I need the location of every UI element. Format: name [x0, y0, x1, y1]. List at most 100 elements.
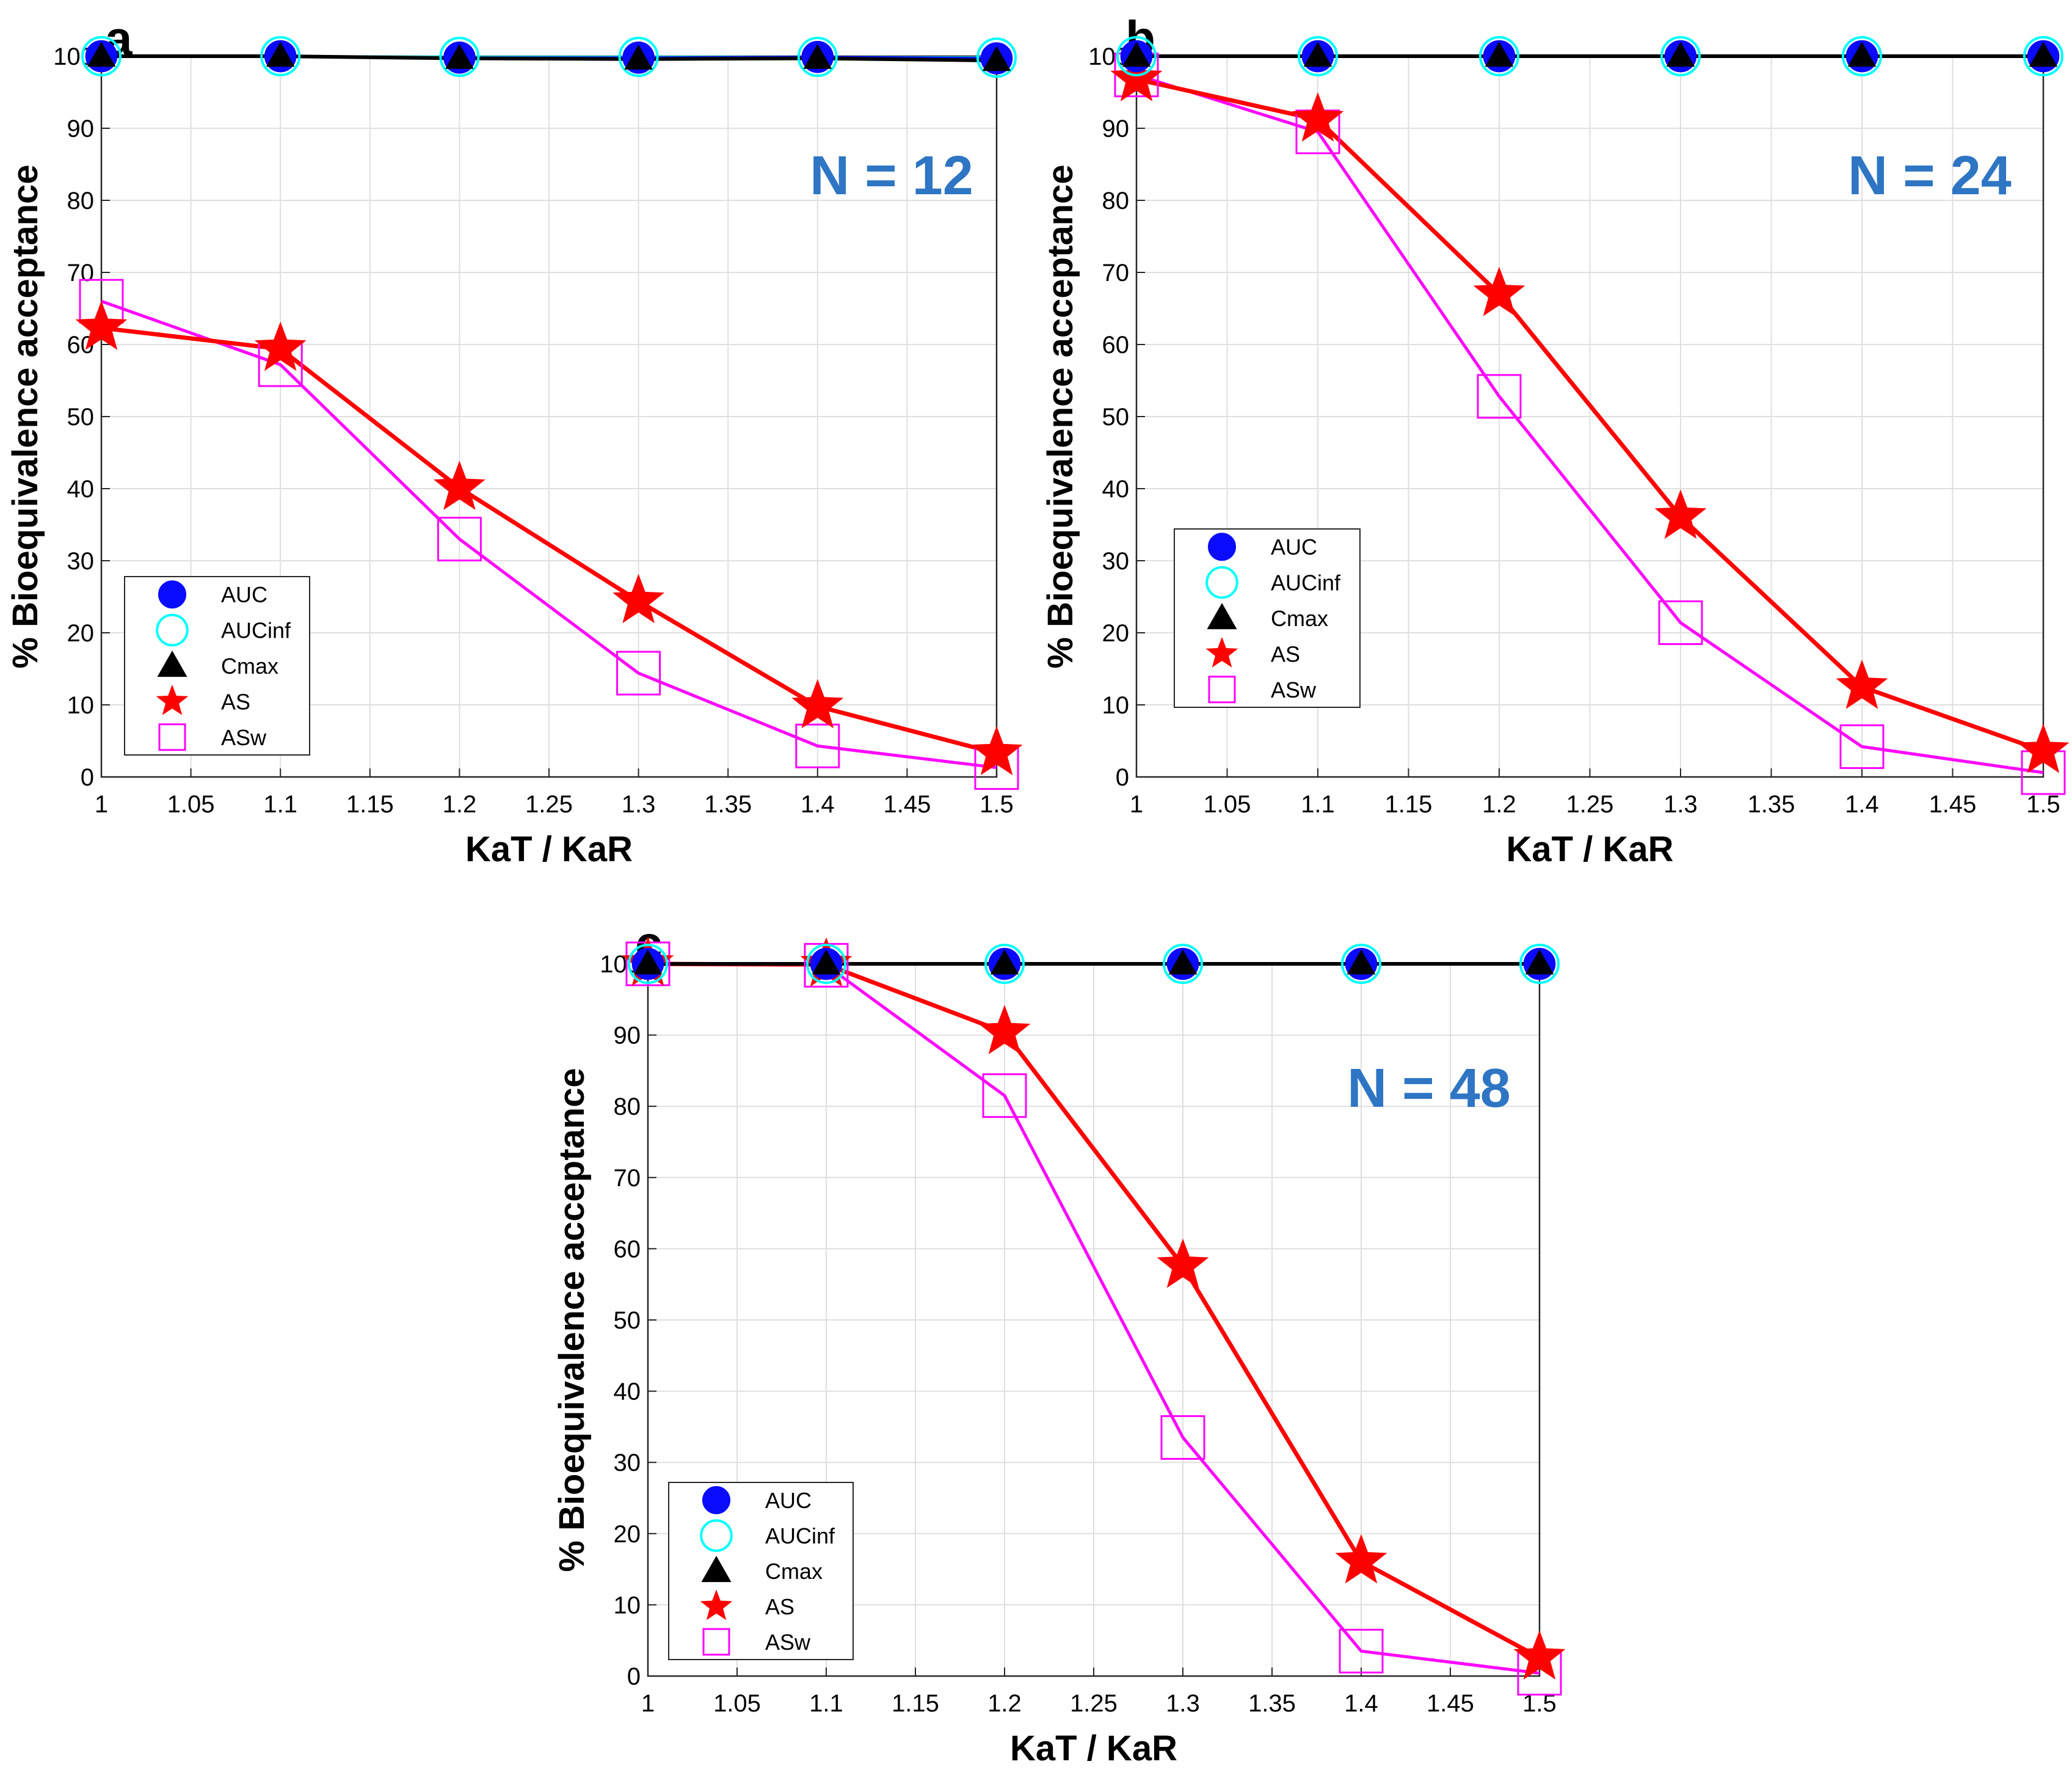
- marker-asw-4: [1839, 724, 1885, 769]
- marker-as-5: [1513, 1630, 1566, 1680]
- series-markers-aucinf: [628, 944, 1560, 984]
- x-tick-label: 1.2: [443, 791, 477, 818]
- x-tick-label: 1.1: [263, 791, 297, 818]
- x-tick-label: 1.15: [892, 1690, 939, 1717]
- marker-asw-3: [1658, 600, 1703, 645]
- marker-asw-3: [1160, 1415, 1205, 1460]
- series-markers-as: [75, 301, 1023, 776]
- x-tick-label: 1.35: [1248, 1690, 1296, 1717]
- marker-cmax-5: [2029, 42, 2058, 67]
- marker-cmax-3: [1666, 42, 1695, 67]
- series-line-asw: [1136, 73, 2044, 775]
- marker-legend-as-3: [1205, 636, 1238, 668]
- y-tick-label: 0: [627, 1663, 641, 1690]
- y-tick-label: 20: [67, 620, 95, 647]
- marker-as-1: [1292, 92, 1344, 142]
- marker-asw-3: [616, 651, 661, 696]
- marker-cmax-0: [87, 42, 116, 67]
- y-tick-label: 50: [614, 1307, 641, 1334]
- marker-aucinf-4: [1341, 944, 1381, 984]
- legend-label-cmax: Cmax: [765, 1559, 823, 1584]
- series-line-asw: [101, 299, 997, 770]
- marker-aucinf-0: [628, 944, 668, 984]
- x-tick-label: 1.1: [1301, 791, 1335, 818]
- x-tick-label: 1.45: [1427, 1690, 1474, 1717]
- sample-size-annotation: N = 48: [1347, 1058, 1511, 1119]
- marker-cmax-2: [1485, 42, 1514, 67]
- legend-box: [1174, 528, 1361, 708]
- y-tick-label: 50: [1102, 404, 1130, 431]
- x-tick-label: 1.4: [1845, 791, 1879, 818]
- y-tick-label: 0: [81, 764, 94, 791]
- marker-as-5: [970, 726, 1023, 776]
- series-line-as: [101, 326, 997, 756]
- marker-aucinf-4: [797, 37, 838, 78]
- marker-cmax-3: [624, 45, 653, 70]
- marker-legend-auc-0: [1208, 533, 1236, 561]
- y-tick-label: 40: [614, 1379, 641, 1405]
- marker-cmax-1: [266, 42, 295, 67]
- marker-as-4: [791, 679, 844, 729]
- legend-label-asw: ASw: [765, 1630, 811, 1655]
- y-tick-label: 10: [67, 692, 95, 719]
- marker-legend-as-3: [700, 1589, 733, 1620]
- series-line-cmax: [101, 54, 997, 63]
- marker-cmax-0: [633, 949, 663, 975]
- marker-cmax-4: [803, 43, 832, 69]
- x-tick-label: 1.2: [987, 1690, 1022, 1717]
- marker-aucinf-3: [1163, 944, 1203, 984]
- legend: AUC AUCinf Cmax AS ASw: [124, 576, 310, 756]
- y-tick-label: 90: [1102, 115, 1130, 142]
- x-tick-label: 1.15: [1385, 791, 1433, 818]
- y-tick-label: 80: [614, 1093, 641, 1120]
- marker-aucinf-2: [984, 944, 1025, 984]
- x-axis-label: KaT / KaR: [1010, 1729, 1177, 1768]
- sample-size-annotation: N = 12: [810, 145, 973, 206]
- x-tick-label: 1.4: [1344, 1690, 1378, 1717]
- x-tick-label: 1.5: [2026, 791, 2060, 818]
- marker-aucinf-2: [439, 37, 480, 78]
- marker-asw-4: [795, 723, 840, 768]
- legend: AUC AUCinf Cmax AS ASw: [1174, 528, 1361, 708]
- marker-legend-aucinf-1: [1205, 566, 1238, 599]
- marker-aucinf-5: [1519, 944, 1560, 984]
- marker-legend-as-3: [156, 684, 189, 715]
- x-tick-label: 1.45: [883, 791, 931, 818]
- series-markers-cmax: [633, 949, 1554, 975]
- chart-panel-a: 1 1.05 1.1 1.15 1.2 1.25 1.3 1.35 1.4 1.45 1.5 0 10 2…: [5, 11, 1023, 869]
- y-tick-label: 10: [614, 1592, 641, 1619]
- legend-label-auc: AUC: [1271, 534, 1317, 559]
- y-tick-label: 40: [1102, 476, 1130, 503]
- marker-as-3: [1157, 1238, 1209, 1288]
- y-tick-label: 90: [614, 1022, 641, 1049]
- marker-as-4: [1335, 1534, 1387, 1584]
- marker-legend-asw-4: [1208, 676, 1236, 704]
- x-tick-label: 1.15: [346, 791, 394, 818]
- legend-box: [124, 576, 310, 756]
- x-axis-label: KaT / KaR: [1507, 829, 1674, 869]
- x-tick-label: 1.3: [1166, 1690, 1200, 1717]
- series-markers-as: [1110, 52, 2070, 773]
- sample-size-annotation: N = 24: [1848, 145, 2012, 206]
- legend-label-aucinf: AUCinf: [221, 618, 291, 643]
- marker-legend-auc-0: [158, 580, 186, 609]
- x-tick-label: 1.5: [980, 791, 1014, 818]
- marker-as-2: [978, 1005, 1031, 1055]
- y-tick-label: 50: [67, 404, 95, 431]
- x-tick-label: 1.05: [713, 1690, 761, 1717]
- chart-panel-c: 1 1.05 1.1 1.15 1.2 1.25 1.3 1.35 1.4 1.45 1.50102…: [552, 916, 1566, 1768]
- x-tick-label: 1.1: [809, 1690, 843, 1717]
- y-tick-label: 70: [614, 1165, 641, 1192]
- x-tick-label: 1: [95, 791, 108, 818]
- marker-aucinf-3: [1660, 36, 1701, 76]
- marker-as-5: [2017, 723, 2070, 773]
- marker-aucinf-2: [1479, 36, 1519, 76]
- x-tick-label: 1.4: [801, 791, 835, 818]
- marker-as-4: [1836, 659, 1888, 709]
- legend: AUC AUCinf Cmax AS ASw: [668, 1482, 854, 1660]
- marker-legend-cmax-2: [701, 1556, 732, 1583]
- legend-label-asw: ASw: [1271, 677, 1317, 702]
- marker-asw-2: [982, 1073, 1027, 1118]
- marker-as-2: [433, 461, 485, 510]
